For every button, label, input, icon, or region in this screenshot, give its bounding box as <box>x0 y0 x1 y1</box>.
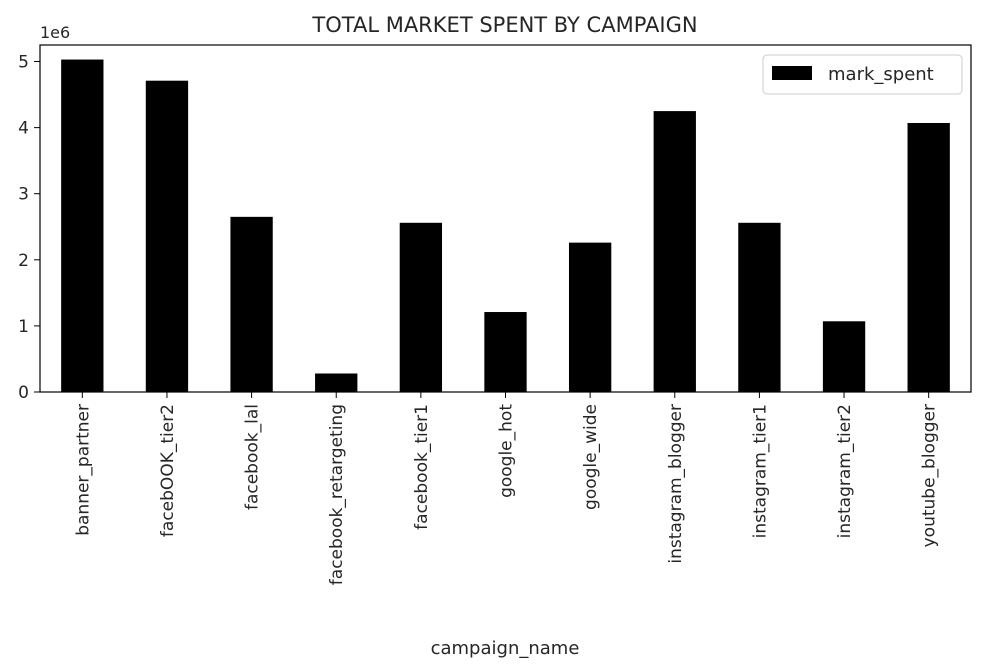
bar-instagram_blogger <box>653 111 696 392</box>
bar-banner_partner <box>61 59 104 392</box>
y-tick-label: 3 <box>18 185 29 205</box>
y-offset-label: 1e6 <box>40 23 70 42</box>
x-tick-label-facebook_lal: facebook_lal <box>243 404 263 510</box>
y-tick-label: 5 <box>18 53 29 73</box>
x-tick-label-facebOOK_tier2: facebOOK_tier2 <box>158 404 178 537</box>
bar-instagram_tier1 <box>738 222 781 392</box>
legend-label: mark_spent <box>828 64 934 85</box>
x-tick-label-google_hot: google_hot <box>497 404 517 498</box>
y-tick-label: 4 <box>18 119 29 139</box>
bar-instagram_tier2 <box>822 321 866 392</box>
bar-youtube_blogger <box>907 122 950 393</box>
x-tick-label-youtube_blogger: youtube_blogger <box>920 404 940 547</box>
x-tick-label-instagram_tier2: instagram_tier2 <box>835 404 855 538</box>
legend-swatch <box>772 66 812 80</box>
bar-facebook_lal <box>230 216 273 392</box>
bar-google_hot <box>484 312 527 392</box>
legend: mark_spent <box>762 54 963 95</box>
bar-google_wide <box>568 242 612 392</box>
x-tick-label-banner_partner: banner_partner <box>73 404 93 536</box>
x-axis-label: campaign_name <box>431 638 580 659</box>
y-tick-label: 0 <box>18 383 29 403</box>
x-tick-label-google_wide: google_wide <box>581 404 601 510</box>
y-tick-label: 1 <box>18 317 29 337</box>
bar-facebOOK_tier2 <box>145 80 189 392</box>
x-tick-label-facebook_retargeting: facebook_retargeting <box>327 404 347 585</box>
x-tick-label-instagram_blogger: instagram_blogger <box>666 404 686 564</box>
bar-facebook_tier1 <box>399 222 443 392</box>
legend-box <box>762 54 963 95</box>
x-tick-label-instagram_tier1: instagram_tier1 <box>750 404 770 538</box>
chart-title: TOTAL MARKET SPENT BY CAMPAIGN <box>311 13 697 37</box>
plot-frame <box>39 44 972 393</box>
bar-facebook_retargeting <box>315 373 358 392</box>
x-tick-label-facebook_tier1: facebook_tier1 <box>412 404 432 530</box>
plot-area: 0 1 2 3 4 5 banner_partner facebOOK_tier2 facebo… <box>18 53 950 585</box>
y-tick-label: 2 <box>18 251 29 271</box>
